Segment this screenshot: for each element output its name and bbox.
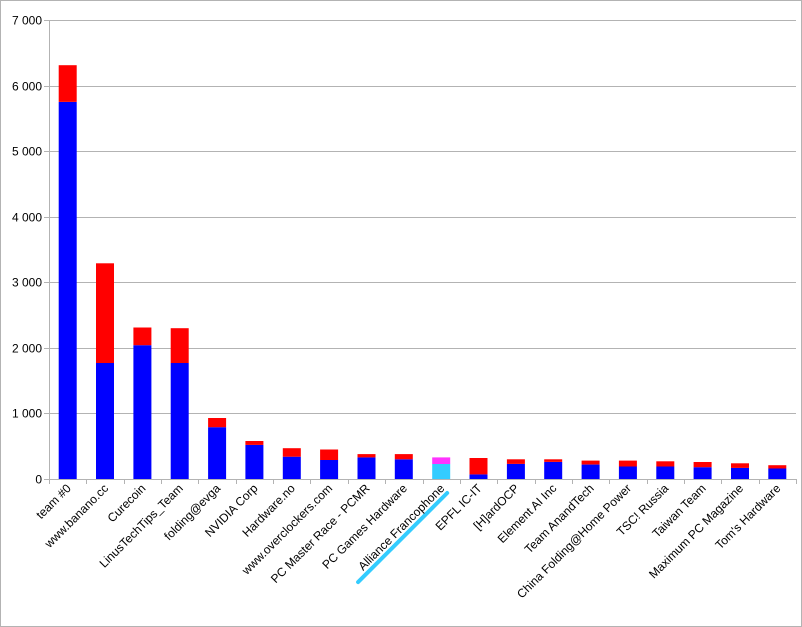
y-tick-label: 2 000 (12, 342, 42, 356)
bar-segment-lower (96, 362, 114, 479)
bar-segment-lower (208, 427, 227, 479)
bar-segment-lower (432, 463, 451, 479)
bar-segment-lower (731, 467, 749, 479)
bar-segment-upper (357, 454, 376, 458)
bars (58, 65, 787, 479)
y-tick-label: 1 000 (12, 407, 42, 421)
bar-segment-lower (394, 459, 413, 479)
bar-segment-lower (544, 462, 563, 479)
y-tick-label: 7 000 (12, 14, 42, 28)
bar-segment-upper (656, 461, 675, 467)
bar-segment-upper (768, 465, 787, 469)
bar-segment-upper (469, 458, 488, 475)
bar-segment-lower (357, 457, 376, 479)
gridlines (44, 20, 797, 484)
bar-segment-lower (282, 456, 301, 479)
bar-segment-upper (96, 263, 114, 363)
bar-segment-lower (469, 474, 488, 479)
bar-segment-upper (731, 463, 749, 468)
bar-segment-lower (170, 362, 189, 479)
bar-segment-lower (693, 467, 712, 479)
bar-segment-lower (656, 466, 675, 479)
y-tick-label: 3 000 (12, 276, 42, 290)
bar-segment-upper (693, 462, 712, 468)
x-category-label: www.banano.cc (41, 481, 111, 551)
bar-segment-upper (58, 65, 77, 102)
bar-segment-upper (170, 328, 189, 363)
bar-segment-upper (432, 457, 451, 464)
bar-segment-lower (133, 345, 152, 479)
bar-segment-upper (618, 460, 637, 467)
x-category-label: Tom's Hardware (713, 481, 784, 552)
x-axis-category-labels: team #0www.banano.ccCurecoinLinusTechTip… (33, 481, 783, 601)
bar-segment-upper (506, 459, 525, 464)
bar-segment-lower (506, 463, 525, 479)
y-tick-label: 4 000 (12, 211, 42, 225)
bar-segment-lower (618, 466, 637, 479)
bar-segment-lower (768, 468, 787, 479)
bar-segment-lower (320, 460, 339, 479)
axes (49, 20, 796, 480)
y-tick-label: 0 (35, 473, 42, 487)
bar-segment-upper (581, 460, 600, 465)
bar-segment-upper (544, 459, 563, 462)
bar-segment-upper (282, 448, 301, 457)
bar-segment-upper (208, 418, 227, 428)
bar-segment-lower (581, 464, 600, 479)
y-axis-tick-labels: 0 1 000 2 000 3 000 4 000 5 000 6 000 7 000 (12, 14, 42, 487)
highlight-underline (356, 491, 450, 585)
bar-segment-upper (394, 454, 413, 460)
y-tick-label: 5 000 (12, 145, 42, 159)
bar-segment-lower (245, 444, 264, 479)
bar-segment-upper (245, 441, 264, 445)
y-tick-label: 6 000 (12, 80, 42, 94)
bar-segment-upper (133, 327, 152, 346)
bar-segment-upper (320, 449, 339, 460)
bar-segment-lower (58, 102, 77, 479)
